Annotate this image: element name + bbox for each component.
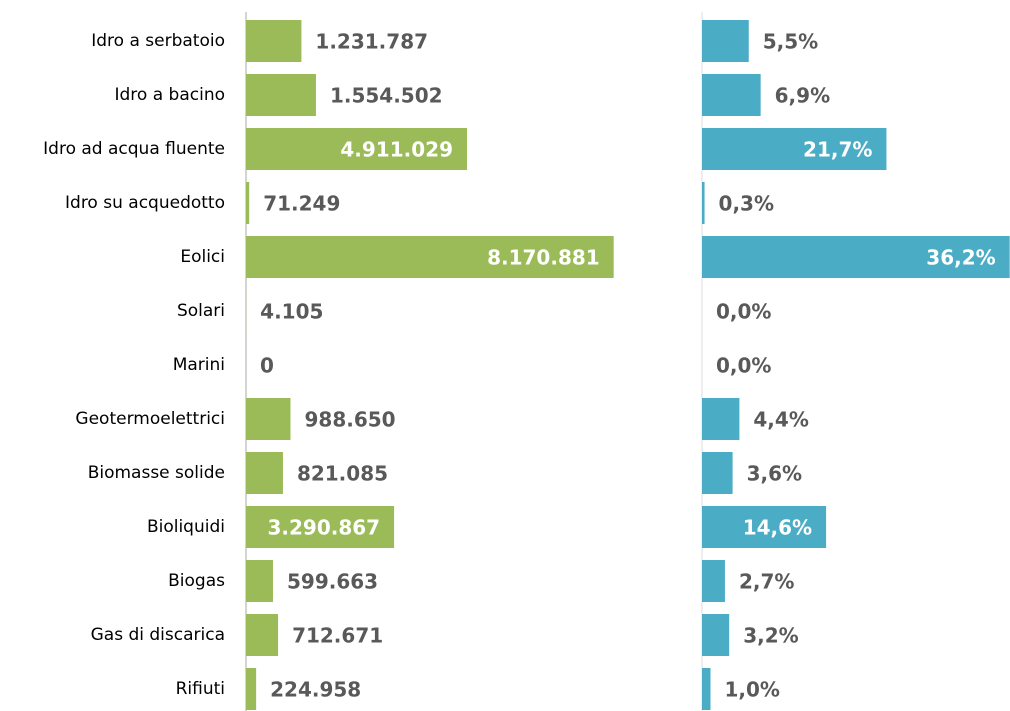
bar [702, 452, 733, 494]
value-label: 4,4% [753, 408, 808, 432]
category-label: Eolici [180, 247, 225, 267]
category-label: Bioliquidi [147, 517, 225, 537]
value-label: 4.911.029 [340, 138, 453, 162]
category-label: Geotermoelettrici [75, 409, 225, 429]
value-label: 1,0% [725, 678, 780, 702]
bar [702, 128, 887, 170]
bar [246, 236, 614, 278]
value-label: 14,6% [743, 516, 812, 540]
value-label: 4.105 [260, 300, 323, 324]
bar [702, 398, 740, 440]
value-label: 599.663 [287, 570, 378, 594]
category-label: Idro a bacino [115, 85, 226, 105]
value-label: 21,7% [803, 138, 872, 162]
value-label: 712.671 [292, 624, 383, 648]
value-label: 6,9% [775, 84, 830, 108]
value-label: 71.249 [263, 192, 340, 216]
bar [246, 560, 273, 602]
bar [246, 506, 395, 548]
value-label: 0,3% [719, 192, 774, 216]
value-label: 0,0% [716, 300, 771, 324]
bar [246, 398, 291, 440]
category-label: Biogas [168, 571, 225, 591]
category-label: Idro ad acqua fluente [43, 139, 225, 159]
bar [246, 128, 467, 170]
bar [246, 668, 257, 710]
value-label: 36,2% [926, 246, 995, 270]
value-label: 3.290.867 [267, 516, 380, 540]
value-label: 3,2% [743, 624, 798, 648]
bar [246, 74, 316, 116]
value-label: 0,0% [716, 354, 771, 378]
bar [246, 20, 302, 62]
category-label: Biomasse solide [88, 463, 225, 483]
category-label: Idro a serbatoio [91, 31, 225, 51]
value-label: 821.085 [297, 462, 388, 486]
category-label: Idro su acquedotto [65, 193, 225, 213]
value-label: 988.650 [304, 408, 395, 432]
category-label: Marini [173, 355, 225, 375]
bar [246, 452, 283, 494]
bar [702, 182, 705, 224]
bar [702, 20, 749, 62]
value-label: 1.554.502 [330, 84, 443, 108]
value-label: 1.231.787 [315, 30, 428, 54]
value-label: 224.958 [270, 678, 361, 702]
value-label: 8.170.881 [487, 246, 600, 270]
category-label: Rifiuti [176, 679, 225, 699]
bar [246, 182, 250, 224]
category-label: Solari [177, 301, 225, 321]
bar [702, 506, 827, 548]
bar [702, 236, 1010, 278]
bar [702, 668, 711, 710]
category-label: Gas di discarica [91, 625, 225, 645]
bar [246, 614, 279, 656]
bar [702, 614, 730, 656]
bar [702, 560, 725, 602]
value-label: 0 [260, 354, 274, 378]
value-label: 5,5% [763, 30, 818, 54]
value-label: 3,6% [747, 462, 802, 486]
value-label: 2,7% [739, 570, 794, 594]
bar [702, 74, 761, 116]
